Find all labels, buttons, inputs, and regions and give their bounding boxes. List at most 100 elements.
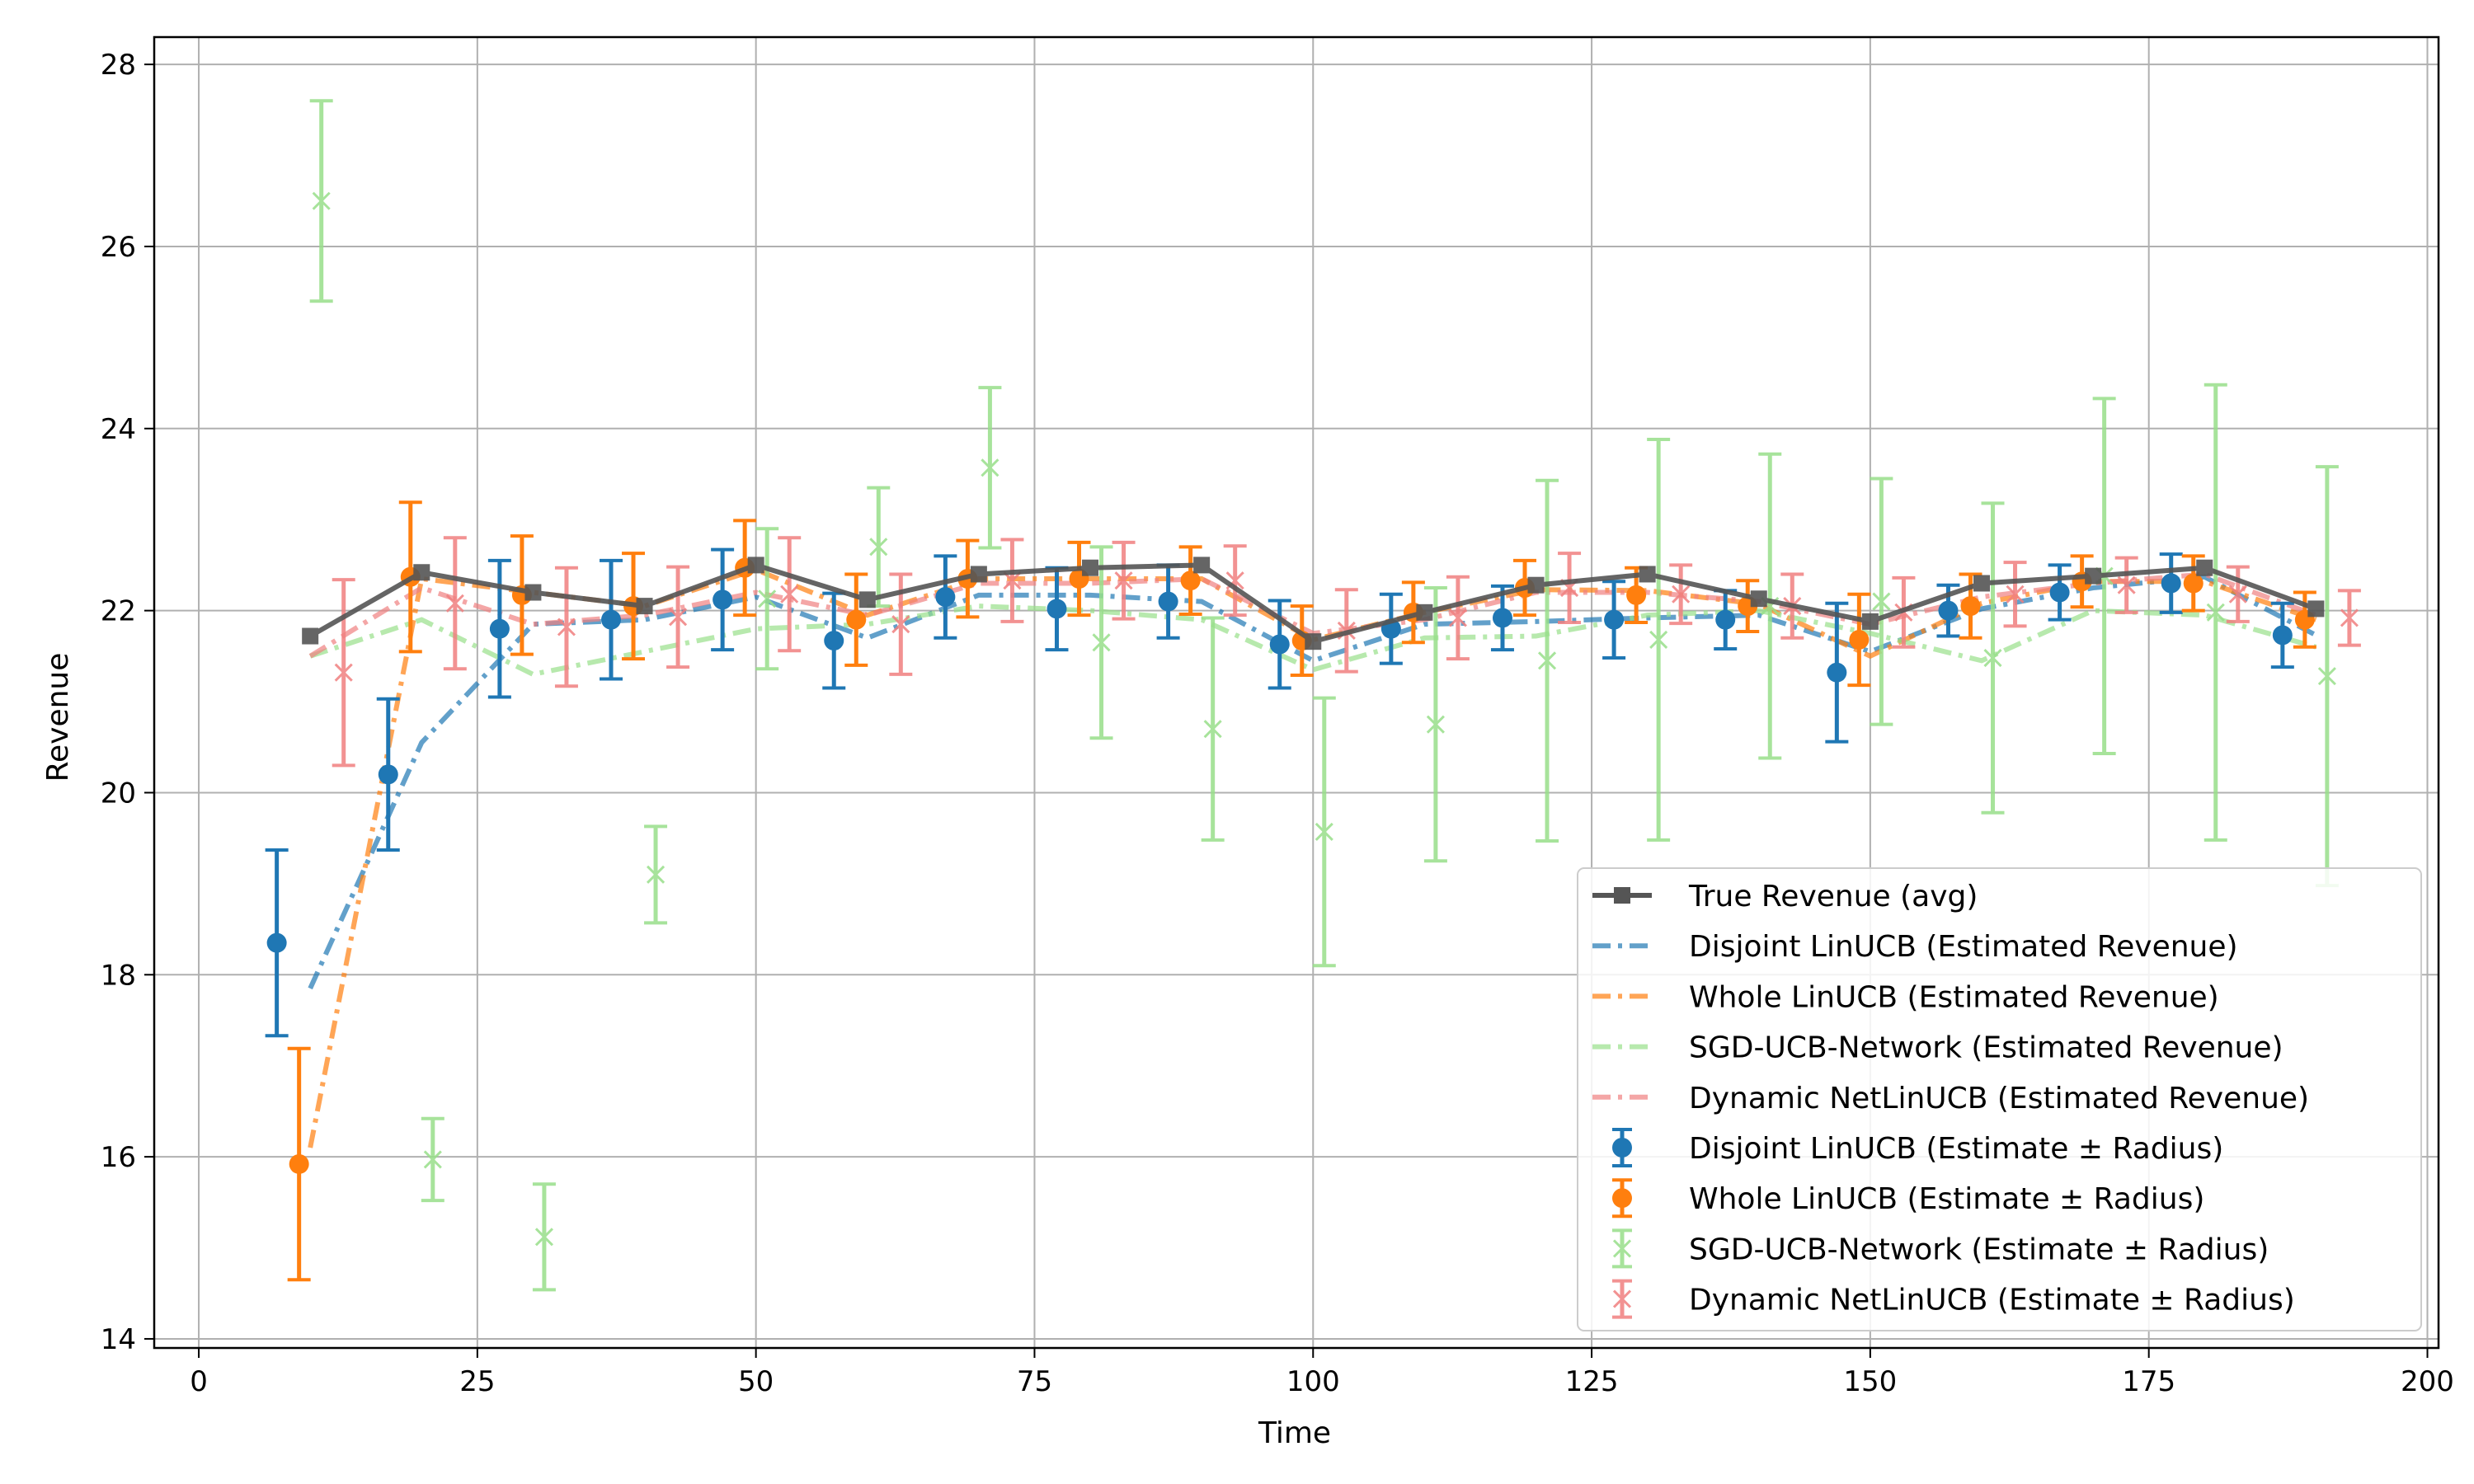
true-revenue-series	[302, 556, 2325, 650]
x-stroke	[1448, 608, 1467, 627]
x-stroke	[1537, 651, 1557, 670]
true-revenue-point	[970, 566, 987, 583]
disjoint-estimate-point	[2161, 573, 2181, 594]
x-stroke	[1672, 585, 1691, 603]
disjoint-estimate-point	[2049, 582, 2070, 603]
dynamic-estimate-point	[445, 594, 464, 613]
sgd-errorbar	[1981, 501, 2005, 815]
x-tick-label: 100	[1286, 1365, 1340, 1398]
disjoint-estimate-point	[713, 589, 733, 610]
dynamic-estimate-point	[334, 663, 353, 682]
legend-label: SGD-UCB-Network (Estimated Revenue)	[1689, 1031, 2284, 1065]
x-stroke	[1092, 633, 1111, 652]
dynamic-errorbar	[1669, 563, 1693, 626]
disjoint-estimate-point	[2272, 625, 2293, 646]
x-stroke	[423, 1150, 442, 1169]
disjoint-estimate-point	[1047, 599, 1067, 619]
true-revenue-point	[1861, 613, 1879, 630]
legend-marker	[1614, 887, 1630, 904]
true-revenue-point	[1416, 603, 1433, 621]
x-stroke	[2117, 575, 2136, 594]
disjoint-errorbar	[600, 558, 623, 681]
dynamic-estimate-point	[669, 608, 688, 627]
true-revenue-point	[1527, 576, 1545, 594]
legend-errorbar-handle	[1612, 1279, 1632, 1319]
dynamic-errorbar	[332, 578, 355, 768]
x-stroke	[758, 589, 777, 608]
disjoint-estimate-point	[1938, 600, 1959, 621]
dynamic-estimate-point	[1448, 608, 1467, 627]
true-revenue-point	[524, 584, 542, 601]
dynamic-estimate-point	[2006, 585, 2025, 603]
sgd-errorbar	[1647, 438, 1671, 842]
x-stroke	[2228, 585, 2247, 603]
x-tick-label: 200	[2401, 1365, 2454, 1398]
true-revenue-point	[413, 564, 430, 581]
dynamic-errorbar	[1446, 575, 1470, 661]
sgd-estimated-series	[309, 603, 2317, 678]
sgd-errorbar	[421, 1116, 444, 1203]
x-stroke	[334, 663, 353, 682]
x-stroke	[1872, 592, 1891, 611]
dynamic-estimate-point	[557, 618, 576, 636]
legend-label: True Revenue (avg)	[1688, 880, 1978, 913]
x-tick-label: 175	[2122, 1365, 2175, 1398]
disjoint-errorbar	[934, 554, 957, 640]
disjoint-errorbar	[376, 697, 400, 852]
x-stroke	[1983, 648, 2002, 668]
x-stroke	[1003, 571, 1022, 590]
x-stroke	[981, 458, 999, 477]
x-tick-label: 150	[1843, 1365, 1897, 1398]
whole-estimated-series	[308, 566, 2317, 1148]
sgd-estimate-point	[534, 1228, 553, 1247]
true-revenue-point	[1082, 559, 1099, 576]
sgd-errorbar	[1089, 545, 1113, 740]
whole-errorbar	[2181, 554, 2205, 613]
true-revenue-point	[858, 591, 876, 608]
legend-entry: Dynamic NetLinUCB (Estimated Revenue)	[1592, 1082, 2309, 1115]
sgd-estimate-point	[646, 865, 666, 884]
x-stroke	[1426, 715, 1445, 734]
dynamic-estimate-point	[1672, 585, 1691, 603]
legend-marker	[1612, 1239, 1632, 1258]
whole-estimate-point	[1626, 585, 1647, 605]
dynamic-estimate-point	[2228, 585, 2247, 603]
legend-label: Dynamic NetLinUCB (Estimate ± Radius)	[1689, 1284, 2295, 1317]
sgd-estimate-point	[1315, 822, 1333, 841]
whole-errorbar	[287, 1046, 311, 1282]
whole-estimate-point	[1180, 571, 1201, 591]
true-revenue-point	[2307, 600, 2325, 618]
dynamic-errorbar	[2114, 556, 2138, 614]
legend-marker	[1612, 1188, 1632, 1209]
disjoint-estimate-point	[1269, 634, 1290, 655]
sgd-estimate-point	[1092, 633, 1111, 652]
dynamic-estimate-point	[780, 585, 799, 603]
legend-label: Disjoint LinUCB (Estimated Revenue)	[1689, 930, 2238, 964]
legend-entry: Whole LinUCB (Estimate ± Radius)	[1612, 1178, 2204, 1219]
sgd-estimated-line	[309, 603, 2317, 678]
disjoint-errorbar	[1825, 601, 1849, 744]
legend-marker	[1612, 1138, 1632, 1158]
disjoint-errorbar	[487, 558, 511, 699]
dynamic-errorbar	[1558, 552, 1582, 624]
whole-errorbar	[1067, 540, 1091, 618]
sgd-errorbar	[978, 386, 1002, 550]
disjoint-estimated-series	[308, 574, 2317, 990]
dynamic-errorbar	[1112, 540, 1136, 621]
true-revenue-point	[1750, 590, 1767, 608]
true-revenue-point	[1639, 566, 1656, 583]
disjoint-errorbar	[2270, 601, 2294, 669]
dynamic-estimate-point	[2340, 608, 2359, 627]
x-stroke	[2317, 667, 2336, 686]
x-stroke	[2206, 603, 2225, 622]
dynamic-errorbar	[554, 566, 578, 688]
x-stroke	[891, 615, 910, 634]
true-revenue-point	[2196, 559, 2213, 576]
disjoint-estimate-point	[1158, 591, 1178, 612]
true-revenue-point	[1193, 556, 1211, 574]
y-tick-label: 14	[101, 1323, 136, 1356]
axes: 0 25 50 75 100 125 150 175 200 14 16 18 20 22 24 26 28	[101, 35, 2454, 1398]
sgd-errorbar	[2204, 383, 2227, 842]
sgd-estimate-series	[309, 99, 2339, 1292]
disjoint-errorbar	[2159, 552, 2183, 614]
